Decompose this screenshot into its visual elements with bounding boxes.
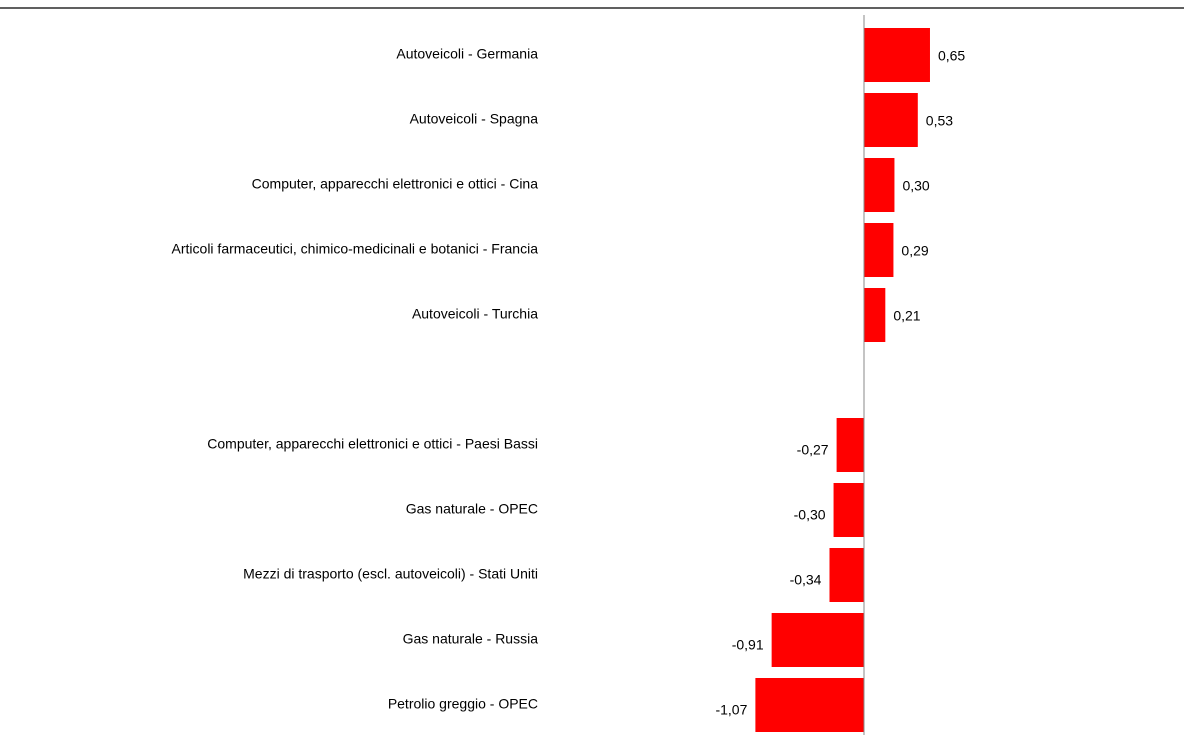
value-label: -0,34	[790, 572, 822, 588]
category-label: Autoveicoli - Turchia	[412, 306, 538, 322]
value-label: -0,27	[797, 442, 829, 458]
category-label: Gas naturale - OPEC	[406, 501, 538, 517]
category-label: Autoveicoli - Germania	[396, 46, 538, 62]
bar	[836, 418, 864, 472]
category-label: Computer, apparecchi elettronici e ottic…	[252, 176, 539, 192]
value-label: 0,30	[902, 178, 929, 194]
bar	[864, 288, 886, 342]
value-label: 0,29	[901, 243, 928, 259]
bar	[864, 223, 894, 277]
bar	[771, 613, 864, 667]
bar	[864, 28, 930, 82]
bar	[864, 158, 895, 212]
category-label: Gas naturale - Russia	[403, 631, 539, 647]
bar	[829, 548, 864, 602]
bar	[864, 93, 918, 147]
category-label: Computer, apparecchi elettronici e ottic…	[207, 436, 538, 452]
value-label: 0,21	[893, 308, 920, 324]
value-label: 0,65	[938, 48, 965, 64]
bar	[755, 678, 864, 732]
category-label: Articoli farmaceutici, chimico-medicinal…	[172, 241, 539, 257]
value-label: 0,53	[926, 113, 953, 129]
value-label: -0,91	[732, 637, 764, 653]
category-label: Autoveicoli - Spagna	[410, 111, 539, 127]
category-label: Petrolio greggio - OPEC	[388, 696, 538, 712]
bar	[833, 483, 864, 537]
category-label: Mezzi di trasporto (escl. autoveicoli) -…	[243, 566, 538, 582]
value-label: -1,07	[715, 702, 747, 718]
value-label: -0,30	[794, 507, 826, 523]
